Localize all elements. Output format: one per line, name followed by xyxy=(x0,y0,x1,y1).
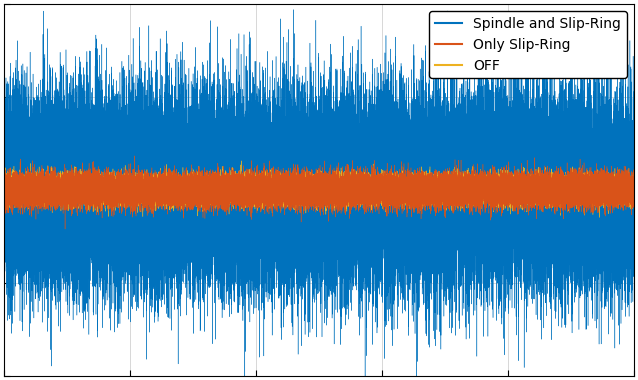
Only Slip-Ring xyxy=(61,227,69,231)
OFF xyxy=(238,158,246,163)
Spindle and Slip-Ring xyxy=(152,142,160,146)
Spindle and Slip-Ring xyxy=(1,105,8,109)
OFF xyxy=(43,196,51,200)
Only Slip-Ring xyxy=(380,196,387,200)
OFF xyxy=(630,196,637,200)
OFF xyxy=(380,186,387,190)
Spindle and Slip-Ring xyxy=(380,173,387,178)
Only Slip-Ring xyxy=(152,198,160,203)
OFF xyxy=(152,185,160,190)
OFF xyxy=(242,188,249,192)
Line: Spindle and Slip-Ring: Spindle and Slip-Ring xyxy=(4,10,634,380)
OFF xyxy=(468,200,475,204)
Only Slip-Ring xyxy=(342,199,350,204)
Spindle and Slip-Ring xyxy=(342,189,350,194)
Spindle and Slip-Ring xyxy=(290,7,297,12)
Only Slip-Ring xyxy=(630,198,637,203)
Spindle and Slip-Ring xyxy=(630,247,637,251)
Only Slip-Ring xyxy=(1,187,8,192)
OFF xyxy=(1,191,8,196)
Line: OFF: OFF xyxy=(4,161,634,217)
Spindle and Slip-Ring xyxy=(43,184,51,188)
Only Slip-Ring xyxy=(43,185,51,189)
Only Slip-Ring xyxy=(242,180,249,185)
Only Slip-Ring xyxy=(130,154,138,158)
Legend: Spindle and Slip-Ring, Only Slip-Ring, OFF: Spindle and Slip-Ring, Only Slip-Ring, O… xyxy=(429,11,627,78)
Spindle and Slip-Ring xyxy=(242,225,249,230)
Spindle and Slip-Ring xyxy=(468,216,475,220)
OFF xyxy=(342,192,350,196)
Line: Only Slip-Ring: Only Slip-Ring xyxy=(4,156,634,229)
OFF xyxy=(596,215,604,220)
Only Slip-Ring xyxy=(468,199,475,203)
